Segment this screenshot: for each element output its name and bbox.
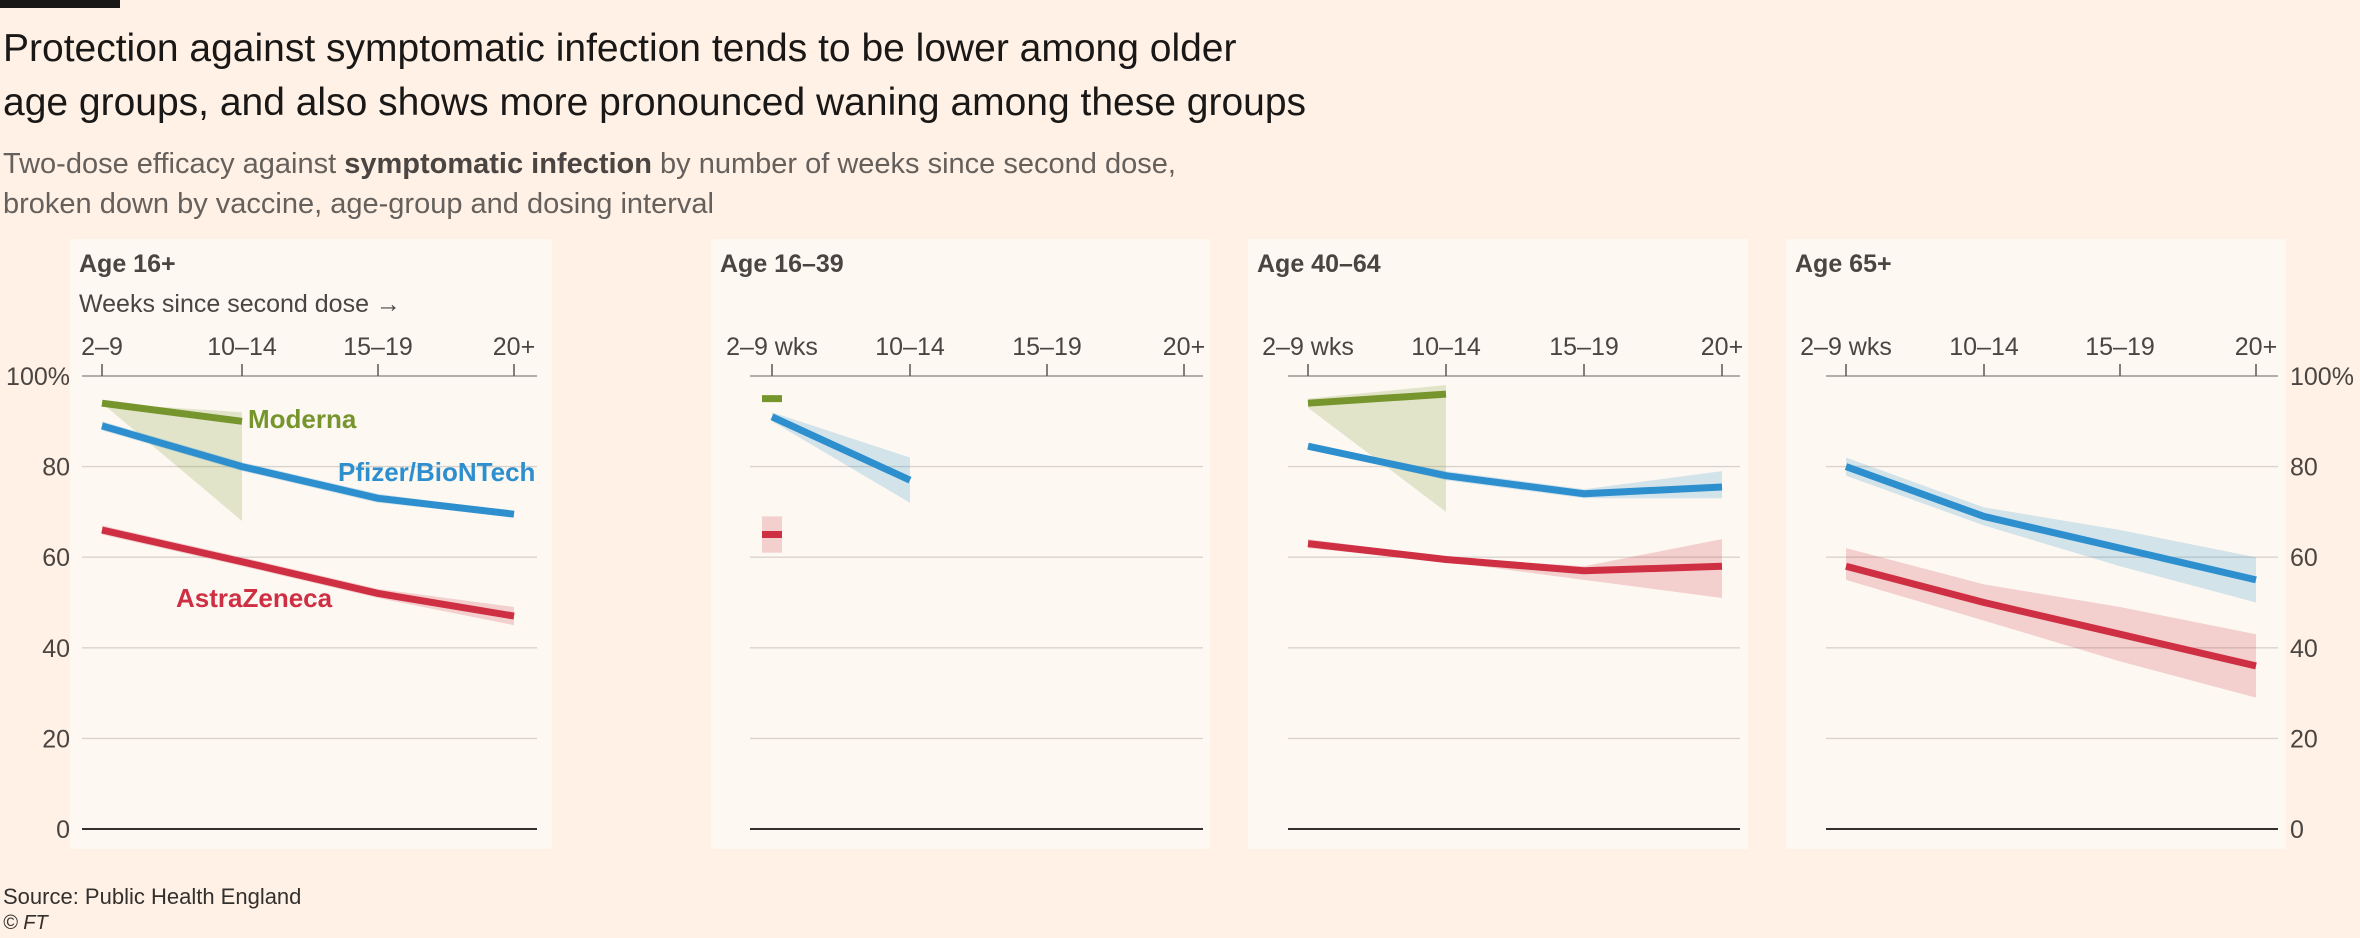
- panel-title: Age 16–39: [720, 250, 844, 278]
- x-tick-label: 20+: [2235, 333, 2277, 361]
- chart-title: Protection against symptomatic infection…: [3, 22, 1503, 130]
- x-tick-label: 15–19: [2085, 333, 2155, 361]
- x-tick-label: 15–19: [1012, 333, 1082, 361]
- series-line-pfizer-biontech: [1844, 463, 2257, 584]
- series-line-pfizer-biontech: [1307, 442, 1723, 498]
- y-tick-label: 60: [42, 544, 70, 572]
- panel-age-16-39: Age 16–39 2–9 wks 10–14 15–19 20+: [711, 239, 1210, 849]
- y-tick-label: 20: [2290, 725, 2318, 753]
- source-note: Source: Public Health England: [3, 884, 302, 909]
- ci-band-moderna: [1308, 385, 1446, 512]
- x-tick-label: 10–14: [875, 333, 945, 361]
- y-tick-label: 40: [2290, 635, 2318, 663]
- panel-age-65: Age 65+ 2–9 wks 10–14 15–19 20+ 100% 80 60 40 20 0: [1786, 239, 2354, 849]
- y-tick-label: 60: [2290, 544, 2318, 572]
- series-line-astrazeneca: [1845, 562, 2257, 670]
- x-tick-label: 10–14: [1949, 333, 2019, 361]
- series-line-pfizer-biontech: [101, 422, 515, 518]
- y-tick-label: 100%: [6, 363, 70, 391]
- panel-background: [70, 239, 552, 849]
- subtitle-line-2: broken down by vaccine, age-group and do…: [3, 188, 714, 220]
- y-tick-label: 100%: [2290, 363, 2354, 391]
- subtitle-pre: Two-dose efficacy against: [3, 148, 345, 180]
- series-line-pfizer-biontech: [770, 413, 912, 484]
- panel-age-40-64: Age 40–64 2–9 wks 10–14 15–19 20+: [1248, 239, 1748, 849]
- y-tick-label: 0: [2290, 816, 2304, 844]
- x-tick-label: 2–9 wks: [1800, 333, 1892, 361]
- series-line-astrazeneca: [101, 526, 515, 620]
- series-line-astrazeneca: [1307, 540, 1723, 575]
- x-tick-label: 20+: [1701, 333, 1743, 361]
- panel-background: [1786, 239, 2286, 849]
- top-accent-bar: [0, 0, 120, 8]
- ci-band-astrazeneca: [1846, 548, 2256, 698]
- x-tick-label: 20+: [1163, 333, 1205, 361]
- copyright: © FT: [3, 912, 48, 934]
- subtitle-line-1: Two-dose efficacy against symptomatic in…: [3, 144, 1403, 184]
- chart-subtitle: Two-dose efficacy against symptomatic in…: [3, 144, 1403, 224]
- y-tick-label: 20: [42, 725, 70, 753]
- series-line-moderna: [1307, 390, 1447, 407]
- title-line-2: age groups, and also shows more pronounc…: [3, 81, 1307, 124]
- x-tick-label: 2–9: [81, 333, 123, 361]
- x-tick-label: 2–9 wks: [1262, 333, 1354, 361]
- x-tick-label: 2–9 wks: [726, 333, 818, 361]
- panel-background: [711, 239, 1210, 849]
- subtitle-post: by number of weeks since second dose,: [651, 148, 1176, 180]
- subtitle-bold: symptomatic infection: [344, 148, 652, 180]
- panel-title: Age 65+: [1795, 250, 1892, 278]
- ci-band-pfizer-biontech: [1308, 443, 1722, 499]
- x-axis-note: Weeks since second dose →: [79, 290, 401, 318]
- x-tick-label: 10–14: [1411, 333, 1481, 361]
- small-multiples-chart: Age 16+ Weeks since second dose → 2–9 10–14…: [6, 239, 2354, 849]
- panel-age-16: Age 16+ Weeks since second dose → 2–9 10–14…: [6, 239, 552, 849]
- y-tick-label: 0: [56, 816, 70, 844]
- y-tick-label: 80: [42, 454, 70, 482]
- x-tick-label: 15–19: [343, 333, 413, 361]
- panel-title: Age 16+: [79, 250, 176, 278]
- y-tick-label: 80: [2290, 454, 2318, 482]
- y-tick-label: 40: [42, 635, 70, 663]
- series-label-moderna: Moderna: [248, 404, 357, 434]
- x-tick-label: 10–14: [207, 333, 277, 361]
- x-tick-label: 15–19: [1549, 333, 1619, 361]
- series-label-astrazeneca: AstraZeneca: [176, 583, 333, 613]
- series-label-pfizer-biontech: Pfizer/BioNTech: [338, 457, 535, 487]
- x-tick-label: 20+: [493, 333, 535, 361]
- series-line-moderna: [101, 399, 243, 425]
- panel-title: Age 40–64: [1257, 250, 1381, 278]
- title-line-1: Protection against symptomatic infection…: [3, 27, 1237, 70]
